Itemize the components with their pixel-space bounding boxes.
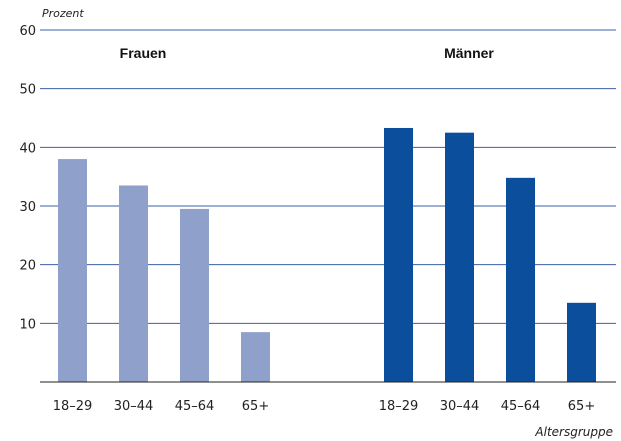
bar-group-maenner: Männer 18–29 30–44 45–64 65+ — [379, 45, 596, 414]
y-tick-label: 30 — [19, 200, 36, 215]
x-category-label: 18–29 — [379, 399, 419, 414]
bar-group-frauen: Frauen 18–29 30–44 45–64 65+ — [53, 45, 270, 414]
x-axis-title: Altersgruppe — [534, 425, 613, 439]
x-category-label: 45–64 — [175, 399, 215, 414]
x-category-label: 45–64 — [501, 399, 541, 414]
bar — [384, 127, 413, 383]
group-title: Frauen — [120, 45, 167, 61]
x-category-label: 30–44 — [114, 399, 154, 414]
y-tick-label: 10 — [19, 317, 36, 332]
bar — [119, 185, 148, 382]
bar — [180, 208, 209, 382]
bar — [506, 177, 535, 382]
y-tick-label: 60 — [19, 24, 36, 39]
y-tick-label: 40 — [19, 141, 36, 156]
bar — [567, 302, 596, 382]
x-category-label: 65+ — [568, 399, 595, 414]
y-axis-unit-label: Prozent — [42, 7, 84, 20]
y-axis-ticks: 10 20 30 40 50 60 — [19, 24, 36, 332]
bar — [58, 159, 87, 382]
x-category-label: 65+ — [242, 399, 269, 414]
x-category-label: 18–29 — [53, 399, 93, 414]
group-title: Männer — [444, 45, 494, 61]
bar — [445, 132, 474, 382]
bar-groups: Frauen 18–29 30–44 45–64 65+ Männer 18–29 30–44… — [53, 45, 596, 414]
y-tick-label: 20 — [19, 259, 36, 274]
bar — [241, 332, 270, 382]
x-category-label: 30–44 — [440, 399, 480, 414]
y-tick-label: 50 — [19, 83, 36, 98]
